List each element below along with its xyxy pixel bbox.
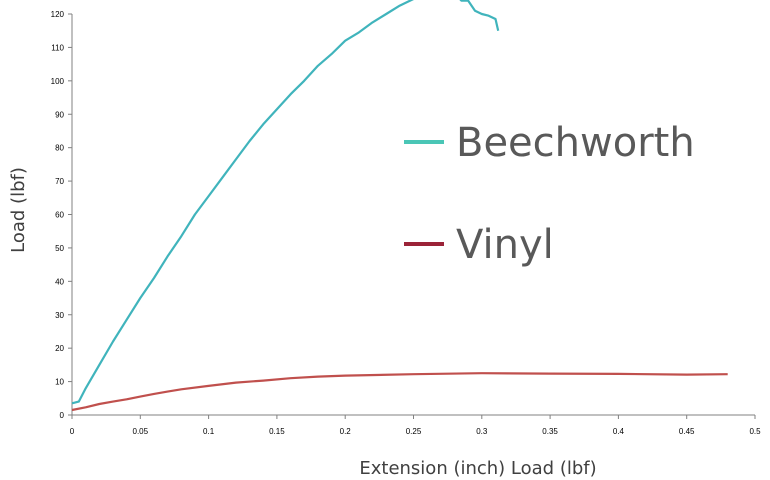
- y-axis-title: Load (lbf): [8, 167, 29, 253]
- series-layer: [71, 0, 728, 412]
- y-tick-label: 80: [55, 144, 64, 153]
- x-tick-label: 0: [70, 427, 75, 436]
- y-tick-label: 110: [51, 43, 64, 52]
- y-tick-label: 60: [55, 211, 64, 220]
- y-tick-label: 50: [55, 244, 64, 253]
- y-tick-label: 70: [55, 177, 64, 186]
- series-line-beechworth: [71, 0, 500, 405]
- y-tick-label: 30: [55, 311, 64, 320]
- y-tick-label: 40: [55, 277, 64, 286]
- legend-label-beechworth: Beechworth: [456, 120, 695, 166]
- x-tick-label: 0.2: [340, 427, 352, 436]
- x-tick-labels: 0 0.05 0.1 0.15 0.2 0.25 0.3 0.35 0.4 0.45 0.5: [70, 415, 761, 436]
- y-tick-label: 100: [51, 77, 65, 86]
- x-tick-label: 0.45: [679, 427, 695, 436]
- y-tick-label: 10: [55, 378, 64, 387]
- legend: Beechworth Vinyl: [404, 120, 695, 268]
- y-tick-label: 20: [55, 344, 64, 353]
- x-tick-label: 0.4: [613, 427, 625, 436]
- x-tick-label: 0.5: [749, 427, 761, 436]
- x-tick-label: 0.25: [406, 427, 422, 436]
- x-tick-label: 0.1: [203, 427, 215, 436]
- series-line-vinyl: [71, 372, 728, 412]
- x-tick-label: 0.35: [542, 427, 558, 436]
- x-tick-label: 0.15: [269, 427, 285, 436]
- axes: [71, 14, 755, 416]
- y-tick-label: 0: [60, 411, 65, 420]
- x-tick-label: 0.05: [133, 427, 149, 436]
- legend-label-vinyl: Vinyl: [456, 222, 554, 268]
- y-tick-label: 90: [55, 110, 64, 119]
- x-tick-label: 0.3: [476, 427, 488, 436]
- y-tick-label: 120: [51, 10, 65, 19]
- x-axis-title: Extension (inch) Load (lbf): [359, 458, 596, 479]
- y-tick-labels: 0 10 20 30 40 50 60 70 80 90 100 110 120: [51, 10, 72, 420]
